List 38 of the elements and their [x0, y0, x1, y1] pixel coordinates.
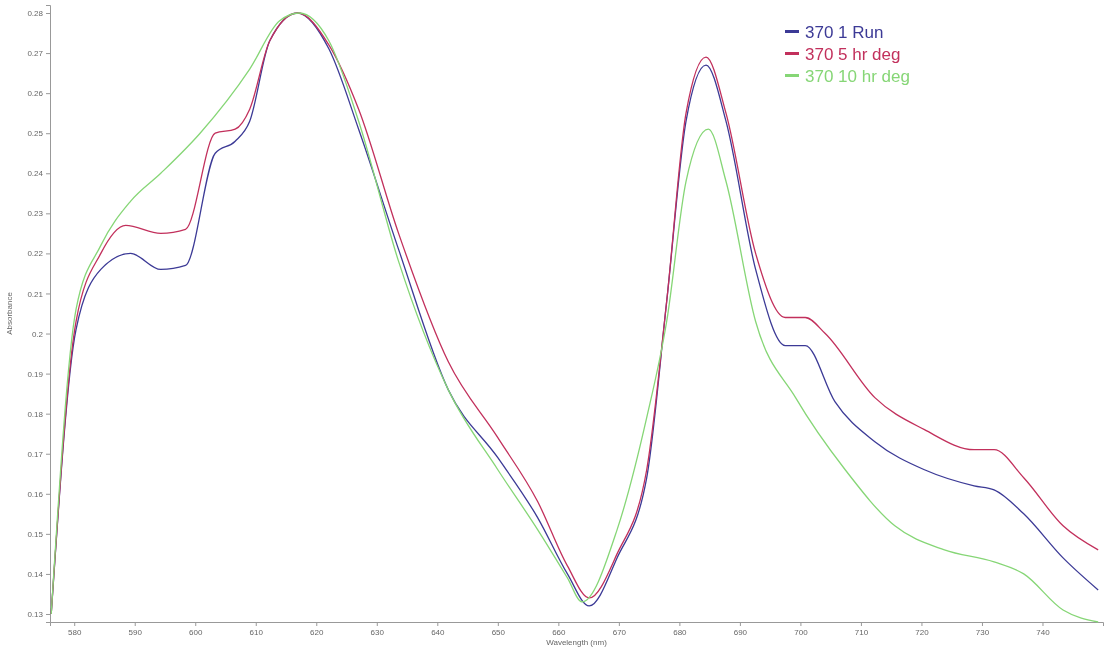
y-tick-label: 0.24: [27, 169, 44, 179]
legend-label: 370 5 hr deg: [805, 45, 901, 64]
y-tick-label: 0.17: [27, 449, 44, 459]
y-tick-label: 0.15: [27, 529, 44, 539]
y-tick-label: 0.16: [27, 489, 44, 499]
x-tick-label: 710: [854, 627, 869, 637]
x-tick-label: 680: [673, 627, 688, 637]
x-tick-label: 620: [310, 627, 324, 637]
legend-label: 370 1 Run: [805, 23, 884, 42]
x-tick-label: 630: [370, 627, 385, 637]
y-tick-label: 0.18: [27, 409, 44, 419]
y-tick-label: 0.13: [27, 610, 44, 620]
x-tick-label: 720: [915, 627, 930, 637]
y-tick-label: 0.22: [27, 249, 44, 259]
y-tick-label: 0.2: [31, 329, 44, 339]
x-tick-label: 650: [491, 627, 506, 637]
y-tick-label: 0.23: [27, 209, 44, 219]
x-tick-label: 700: [794, 627, 809, 637]
y-tick-label: 0.25: [27, 129, 44, 139]
x-tick-label: 580: [68, 627, 82, 637]
x-tick-label: 730: [975, 627, 990, 637]
x-tick-label: 690: [733, 627, 748, 637]
y-tick-label: 0.19: [27, 369, 44, 379]
y-tick-label: 0.26: [27, 89, 44, 99]
y-tick-label: 0.21: [27, 289, 44, 299]
x-tick-label: 660: [552, 627, 567, 637]
x-tick-label: 590: [128, 627, 143, 637]
y-tick-label: 0.27: [27, 49, 44, 59]
legend-label: 370 10 hr deg: [805, 67, 910, 86]
y-axis-title: Absorbance: [5, 291, 14, 335]
x-tick-label: 740: [1036, 627, 1051, 637]
y-tick-label: 0.28: [27, 9, 44, 19]
y-tick-label: 0.14: [27, 569, 44, 579]
x-tick-label: 600: [189, 627, 203, 637]
x-tick-label: 610: [249, 627, 264, 637]
x-axis-title: Wavelength (nm): [546, 638, 608, 647]
x-tick-label: 670: [612, 627, 627, 637]
x-tick-label: 640: [431, 627, 446, 637]
